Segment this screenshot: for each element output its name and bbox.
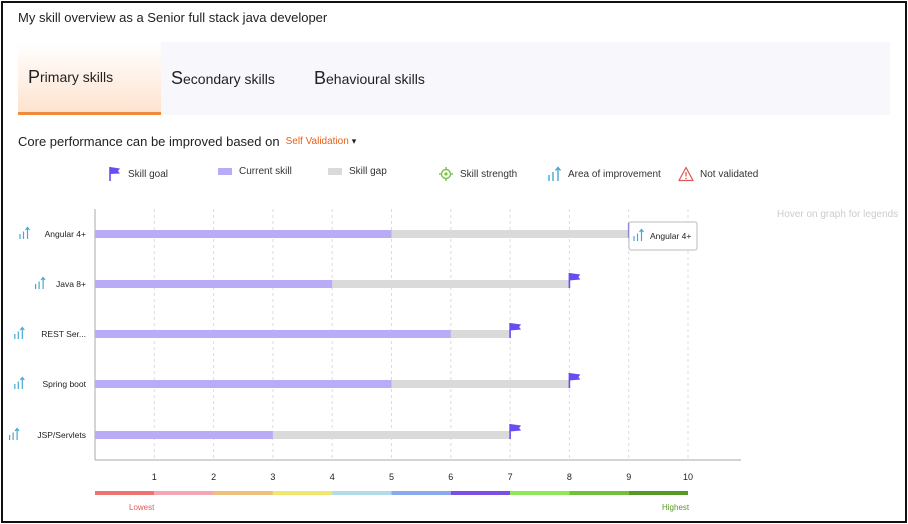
tab-label: econdary skills [183,70,275,87]
skill-goal-flag [510,323,522,331]
tooltip-box [628,221,698,251]
scale-segment [213,491,273,495]
skill-gap-bar [332,280,570,288]
scale-segment [332,491,392,495]
improvement-icon [9,427,20,440]
legend-label: Area of improvement [568,168,661,180]
tooltip-label: Angular 4+ [650,231,691,241]
tab-label-initial: P [28,66,41,87]
skill-gap-bar [391,380,570,388]
x-tick-label: 5 [389,472,394,482]
scale-segment [510,491,570,495]
scale-highest-label: Highest [662,503,690,512]
category-label: Java 8+ [56,279,86,289]
scale-segment [569,491,629,495]
chart-legend: Skill goal Current skill Skill gap Skill… [0,166,908,186]
improvement-icon [633,228,644,241]
chart-tooltip: Angular 4+ [628,221,698,251]
scale-segment [628,491,688,495]
legend-label: Not validated [700,168,759,180]
improvement-icon [548,166,562,181]
current-skill-bar [95,230,392,238]
legend-label: Current skill [239,166,292,177]
x-tick-label: 8 [567,472,572,482]
page-title: My skill overview as a Senior full stack… [18,10,328,25]
legend-skill-strength: Skill strength [438,166,517,182]
hover-hint: Hover on graph for legends [777,209,899,220]
current-skill-bar [95,280,333,288]
tab-label-initial: S [171,68,184,88]
legend-skill-goal: Skill goal [108,166,168,182]
legend-current-skill: Current skill [218,166,292,177]
scale-segment [272,491,333,495]
category-label: Angular 4+ [45,229,86,239]
improvement-icon [14,326,25,339]
tab-label-initial: B [314,68,327,88]
scale-segment [391,491,451,495]
legend-area-of-improvement: Area of improvement [547,166,661,182]
tab-label: ehavioural skills [326,70,425,87]
x-tick-label: 2 [211,472,216,482]
skill-gap-bar [391,230,629,238]
category-label: JSP/Servlets [37,430,86,440]
target-icon [439,167,453,181]
x-tick-label: 4 [330,472,335,482]
legend-label: Skill gap [349,166,387,177]
x-tick-label: 10 [683,472,693,482]
skill-gap-bar [450,330,511,338]
x-tick-label: 9 [626,472,631,482]
current-skill-bar [95,431,273,439]
x-tick-label: 3 [270,472,275,482]
improvement-icon [19,226,30,239]
skill-gap-bar [272,431,511,439]
x-tick-label: 6 [448,472,453,482]
scale-lowest-label: Lowest [129,503,155,512]
skill-goal-flag [510,424,522,432]
current-skill-bar [95,330,451,338]
legend-label: Skill goal [128,168,169,180]
core-performance-label: Core performance can be improved based o… [18,134,280,149]
current-skill-swatch [218,168,232,175]
x-tick-label: 1 [152,472,157,482]
scale-segment [154,491,214,495]
legend-skill-gap: Skill gap [328,166,387,177]
category-label: Spring boot [43,379,87,389]
flag-icon [109,167,120,181]
chevron-down-icon[interactable]: ▾ [351,136,357,146]
improvement-icon [14,376,25,389]
improvement-icon [34,276,46,289]
legend-label: Skill strength [460,168,518,180]
skill-gap-swatch [328,168,342,175]
current-skill-bar [95,380,392,388]
core-performance-row: Core performance can be improved based o… [18,134,356,149]
category-label: REST Ser... [41,329,86,339]
skill-goal-flag [569,373,581,381]
warning-icon [678,166,694,182]
x-tick-label: 7 [508,472,513,482]
tab-label: rimary skills [40,69,114,85]
scale-segment [95,491,155,495]
legend-not-validated: Not validated [678,166,758,182]
scale-segment [450,491,511,495]
validation-dropdown[interactable]: Self Validation [285,136,349,147]
skill-goal-flag [569,273,581,281]
